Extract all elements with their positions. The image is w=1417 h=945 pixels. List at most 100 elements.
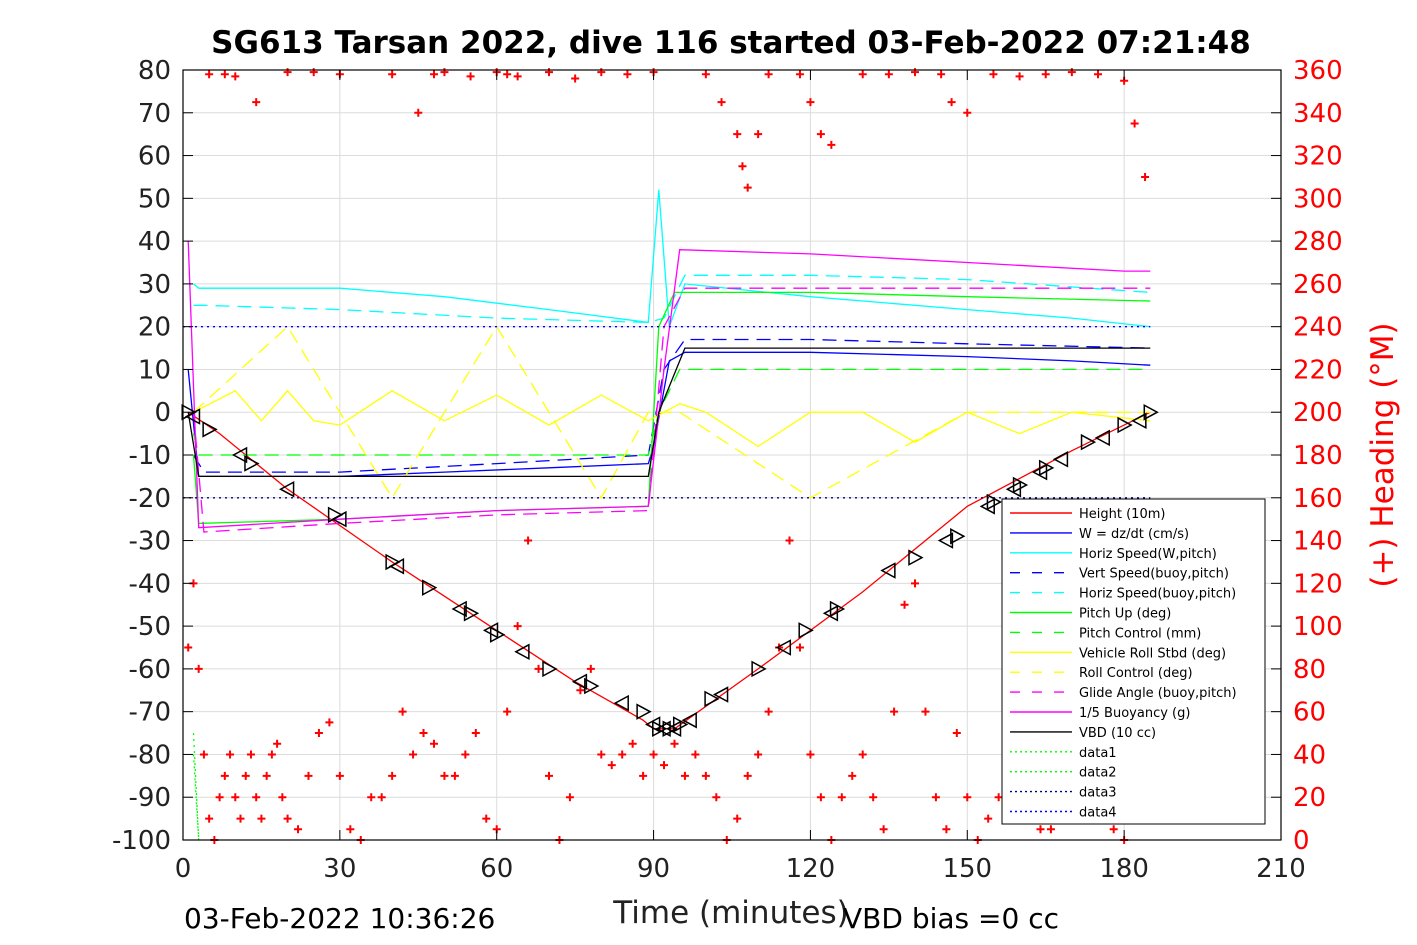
position-marker bbox=[231, 446, 248, 464]
heading-point bbox=[184, 643, 193, 652]
position-marker bbox=[421, 579, 438, 596]
y-tick-label: -70 bbox=[129, 698, 171, 728]
heading-point bbox=[398, 707, 407, 716]
heading-point bbox=[1046, 825, 1055, 834]
x-axis: 0 30 60 90 120 150 180 210 bbox=[175, 70, 1306, 884]
heading-point bbox=[1036, 825, 1045, 834]
heading-point bbox=[220, 70, 229, 79]
position-marker bbox=[489, 626, 506, 643]
heading-point bbox=[1109, 825, 1118, 834]
legend: Height (10m) W = dz/dt (cm/s) Horiz Speed(… bbox=[1001, 498, 1266, 825]
position-marker bbox=[1143, 403, 1159, 421]
position-marker bbox=[1012, 476, 1029, 494]
heading-point bbox=[733, 814, 742, 823]
heading-point bbox=[304, 771, 313, 780]
position-marker bbox=[202, 421, 218, 438]
heading-point bbox=[429, 70, 438, 79]
heading-point bbox=[236, 814, 245, 823]
heading-point bbox=[869, 793, 878, 802]
heading-point bbox=[738, 162, 747, 171]
heading-point bbox=[858, 70, 867, 79]
x-tick-label: 60 bbox=[480, 854, 513, 884]
heading-point bbox=[1130, 119, 1139, 128]
x-tick-label: 0 bbox=[175, 854, 192, 884]
position-marker bbox=[662, 720, 678, 738]
heading-point bbox=[231, 793, 240, 802]
series-line-7 bbox=[193, 389, 1151, 448]
y-right-tick-label: 160 bbox=[1293, 484, 1343, 514]
heading-point bbox=[701, 70, 710, 79]
heading-point bbox=[680, 771, 689, 780]
legend-label: Glide Angle (buoy,pitch) bbox=[1079, 686, 1237, 701]
position-marker bbox=[331, 510, 347, 528]
y-right-tick-label: 80 bbox=[1293, 655, 1326, 685]
timestamp-label: 03-Feb-2022 10:36:26 bbox=[184, 902, 495, 935]
heading-point bbox=[471, 729, 480, 738]
position-marker bbox=[880, 562, 896, 579]
heading-point bbox=[503, 707, 512, 716]
legend-label: 1/5 Buoyancy (g) bbox=[1079, 706, 1190, 721]
heading-point bbox=[482, 814, 491, 823]
y-tick-label: 60 bbox=[138, 142, 171, 172]
series-line-13 bbox=[192, 754, 200, 841]
heading-point bbox=[414, 108, 423, 117]
heading-point bbox=[534, 664, 543, 673]
heading-point bbox=[346, 825, 355, 834]
heading-point bbox=[419, 729, 428, 738]
y-right-tick-label: 180 bbox=[1293, 441, 1343, 471]
heading-point bbox=[278, 793, 287, 802]
x-tick-label: 30 bbox=[323, 854, 356, 884]
heading-point bbox=[231, 72, 240, 81]
y-tick-label: 10 bbox=[138, 355, 171, 385]
heading-point bbox=[837, 793, 846, 802]
series-line-9 bbox=[192, 287, 1151, 533]
position-marker bbox=[908, 549, 924, 566]
y-tick-label: 20 bbox=[138, 313, 171, 343]
y-tick-label: 0 bbox=[154, 398, 171, 428]
heading-point bbox=[246, 750, 255, 759]
legend-label: Vehicle Roll Stbd (deg) bbox=[1079, 646, 1226, 661]
heading-point bbox=[670, 739, 679, 748]
position-marker bbox=[1080, 433, 1097, 451]
heading-point bbox=[712, 793, 721, 802]
heading-point bbox=[701, 771, 710, 780]
legend-label: Horiz Speed(W,pitch) bbox=[1079, 547, 1217, 562]
heading-point bbox=[795, 70, 804, 79]
position-marker bbox=[278, 480, 295, 498]
legend-label: Roll Control (deg) bbox=[1079, 666, 1193, 681]
x-axis-label: Time (minutes) bbox=[612, 895, 848, 931]
y-right-tick-label: 240 bbox=[1293, 313, 1343, 343]
heading-point bbox=[952, 729, 961, 738]
y-tick-label: 40 bbox=[138, 227, 171, 257]
heading-point bbox=[409, 750, 418, 759]
y-right-tick-label: 280 bbox=[1293, 227, 1343, 257]
heading-point bbox=[795, 643, 804, 652]
position-marker bbox=[463, 605, 480, 622]
heading-point bbox=[890, 707, 899, 716]
position-marker bbox=[451, 600, 467, 618]
y-right-tick-label: 220 bbox=[1293, 355, 1343, 385]
heading-point bbox=[335, 771, 344, 780]
heading-point bbox=[911, 579, 919, 588]
heading-point bbox=[205, 70, 214, 79]
y-tick-label: -40 bbox=[129, 569, 171, 599]
position-marker bbox=[751, 660, 767, 678]
heading-point bbox=[205, 814, 214, 823]
position-marker bbox=[1094, 429, 1110, 447]
y-right-tick-label: 260 bbox=[1293, 270, 1343, 300]
series-line-10 bbox=[187, 241, 1151, 529]
heading-point bbox=[273, 739, 282, 748]
heading-point bbox=[466, 72, 475, 81]
heading-point bbox=[649, 750, 658, 759]
series-line-5 bbox=[192, 291, 1151, 525]
x-tick-label: 90 bbox=[637, 854, 670, 884]
position-marker bbox=[986, 493, 1003, 511]
y-tick-label: 70 bbox=[138, 99, 171, 129]
position-marker bbox=[798, 622, 814, 639]
x-tick-label: 210 bbox=[1256, 854, 1306, 884]
heading-point bbox=[785, 536, 794, 545]
y-axis-right-label: (+) Heading (°M) bbox=[1365, 322, 1401, 587]
y-tick-label: -20 bbox=[129, 484, 171, 514]
y-right-tick-label: 60 bbox=[1293, 698, 1326, 728]
y-right-tick-label: 20 bbox=[1293, 783, 1326, 813]
